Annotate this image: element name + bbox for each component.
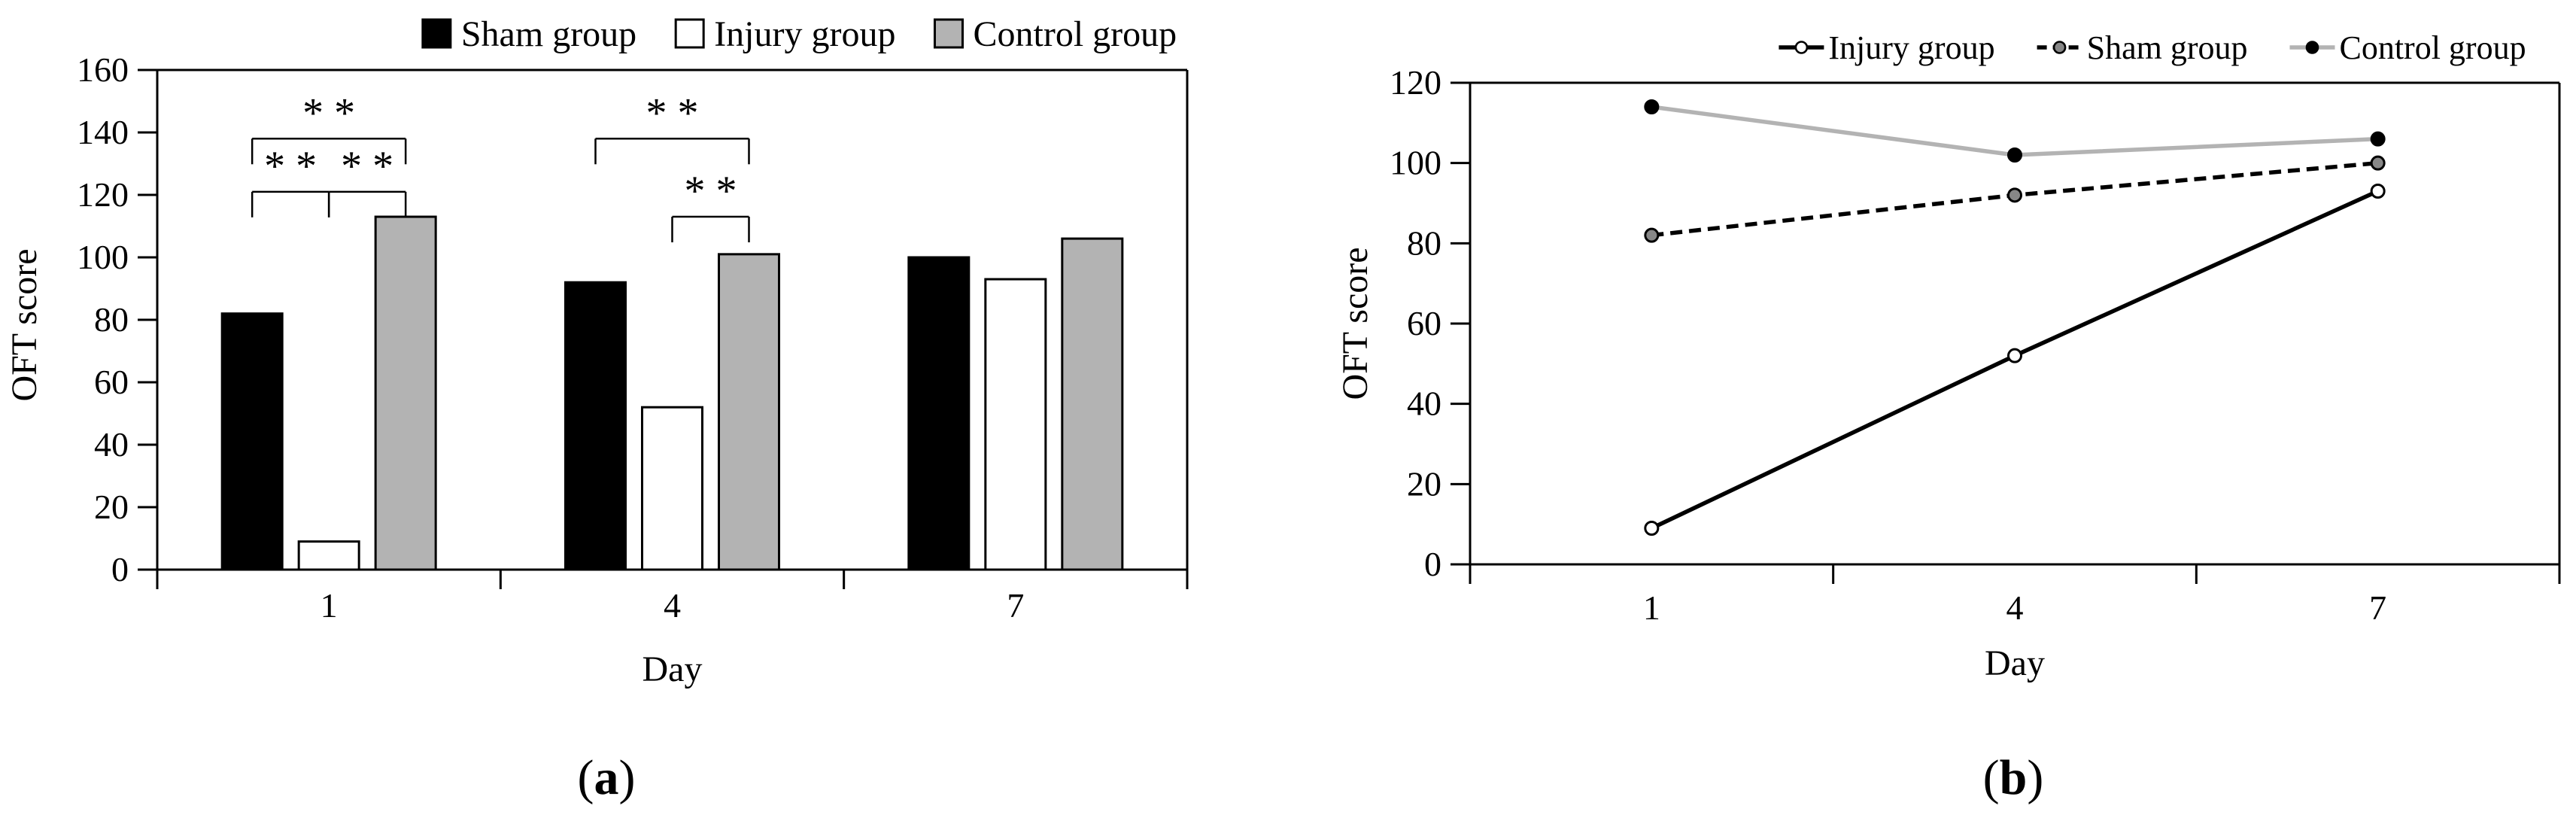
legend-label: Injury group [714, 14, 895, 54]
y-tick-label: 160 [77, 50, 129, 89]
bar-sham-group-day-4 [564, 281, 627, 571]
caption-a-close-paren: ) [618, 750, 636, 805]
significance-bracket-day-1: * * [251, 143, 330, 217]
x-axis-title: Day [642, 649, 703, 689]
panel-b-line-chart: 0 20 40 60 80 100 120 1 4 7 Day OFT score Injury gro… [1335, 29, 2561, 683]
marker-control-group-day-4 [2007, 147, 2022, 163]
y-tick-label: 80 [94, 300, 129, 339]
legend-swatch-control-group [933, 18, 964, 49]
caption-b-letter: b [1999, 750, 2028, 805]
significance-label: * * [685, 168, 737, 214]
marker-sham-group-day-7 [2370, 155, 2386, 171]
bar-control-group-day-4 [718, 253, 780, 571]
x-category-label: 1 [320, 586, 338, 625]
legend-label: Control group [973, 14, 1177, 54]
y-tick-label: 40 [1407, 385, 1441, 423]
legend-item-sham-group: Sham group [2037, 29, 2248, 66]
y-tick-label: 120 [1390, 63, 1441, 102]
y-tick-label: 60 [94, 363, 129, 401]
marker-injury-group-day-7 [2370, 184, 2386, 199]
y-tick-label: 0 [1424, 545, 1441, 583]
legend-swatch-injury-group [674, 18, 705, 49]
x-category-label: 7 [1007, 586, 1024, 625]
y-tick-label: 60 [1407, 304, 1441, 342]
bar-sham-group-day-7 [907, 256, 971, 571]
legend-item-control-group: Control group [933, 14, 1177, 54]
marker-sham-group-day-4 [2007, 187, 2022, 203]
legend-item-injury-group: Injury group [674, 14, 895, 54]
legend: Sham group Injury group Control group [421, 14, 1177, 54]
legend-marker-sample [2052, 41, 2067, 54]
significance-label: * * [646, 90, 699, 136]
legend-item-control-group: Control group [2289, 29, 2526, 66]
caption-a-open-paren: ( [577, 750, 594, 805]
caption-b: (b) [1982, 750, 2044, 806]
caption-b-open-paren: ( [1982, 750, 2000, 805]
marker-sham-group-day-1 [1644, 227, 1660, 243]
significance-bracket-day-4: * * [594, 90, 750, 165]
bar-injury-group-day-1 [297, 540, 360, 571]
legend-label: Sham group [461, 14, 636, 54]
marker-injury-group-day-4 [2007, 348, 2022, 363]
y-tick-label: 120 [77, 175, 129, 214]
legend-label: Control group [2339, 29, 2526, 66]
caption-b-close-paren: ) [2027, 750, 2044, 805]
legend-marker-sample [2305, 41, 2319, 54]
y-tick-label: 20 [1407, 464, 1441, 503]
legend: Injury group Sham group Control group [1779, 29, 2526, 66]
y-tick-label: 0 [111, 550, 129, 588]
bar-control-group-day-7 [1061, 237, 1124, 571]
y-tick-label: 20 [94, 488, 129, 526]
legend-label: Sham group [2087, 29, 2248, 66]
y-tick-label: 100 [77, 238, 129, 276]
x-category-label: 4 [2006, 588, 2024, 627]
y-tick-label: 80 [1407, 223, 1441, 262]
y-tick-label: 40 [94, 425, 129, 464]
x-category-label: 4 [664, 586, 681, 625]
caption-a: (a) [577, 750, 636, 806]
y-tick-label: 100 [1390, 144, 1441, 182]
significance-bracket-day-1: * * [327, 143, 407, 217]
marker-control-group-day-7 [2370, 131, 2386, 147]
marker-control-group-day-1 [1644, 99, 1660, 114]
significance-bracket-day-1: * * [251, 90, 407, 165]
legend-marker-sample [1794, 41, 1809, 54]
x-category-label: 1 [1643, 588, 1660, 627]
caption-a-letter: a [594, 750, 619, 805]
y-axis-title: OFT score [5, 248, 44, 401]
panel-a-bar-chart: 0 20 40 60 80 100 120 140 160 1 4 7 Day OFT score * * *… [5, 14, 1189, 689]
legend-swatch-sham-group [421, 18, 452, 49]
significance-label: * * [302, 90, 355, 136]
x-category-label: 7 [2369, 588, 2386, 627]
bar-control-group-day-1 [374, 215, 437, 571]
y-tick-label: 140 [77, 113, 129, 151]
legend-label: Injury group [1828, 29, 1994, 66]
y-axis-title: OFT score [1335, 247, 1375, 400]
x-axis-title: Day [1985, 643, 2045, 683]
legend-item-sham-group: Sham group [421, 14, 636, 54]
bar-injury-group-day-7 [984, 278, 1047, 571]
legend-item-injury-group: Injury group [1779, 29, 1995, 66]
significance-label: * * [264, 143, 317, 190]
bar-injury-group-day-4 [641, 406, 703, 571]
marker-injury-group-day-1 [1644, 521, 1660, 536]
bar-sham-group-day-1 [220, 312, 284, 571]
significance-bracket-day-4: * * [671, 168, 750, 243]
significance-label: * * [341, 143, 393, 190]
